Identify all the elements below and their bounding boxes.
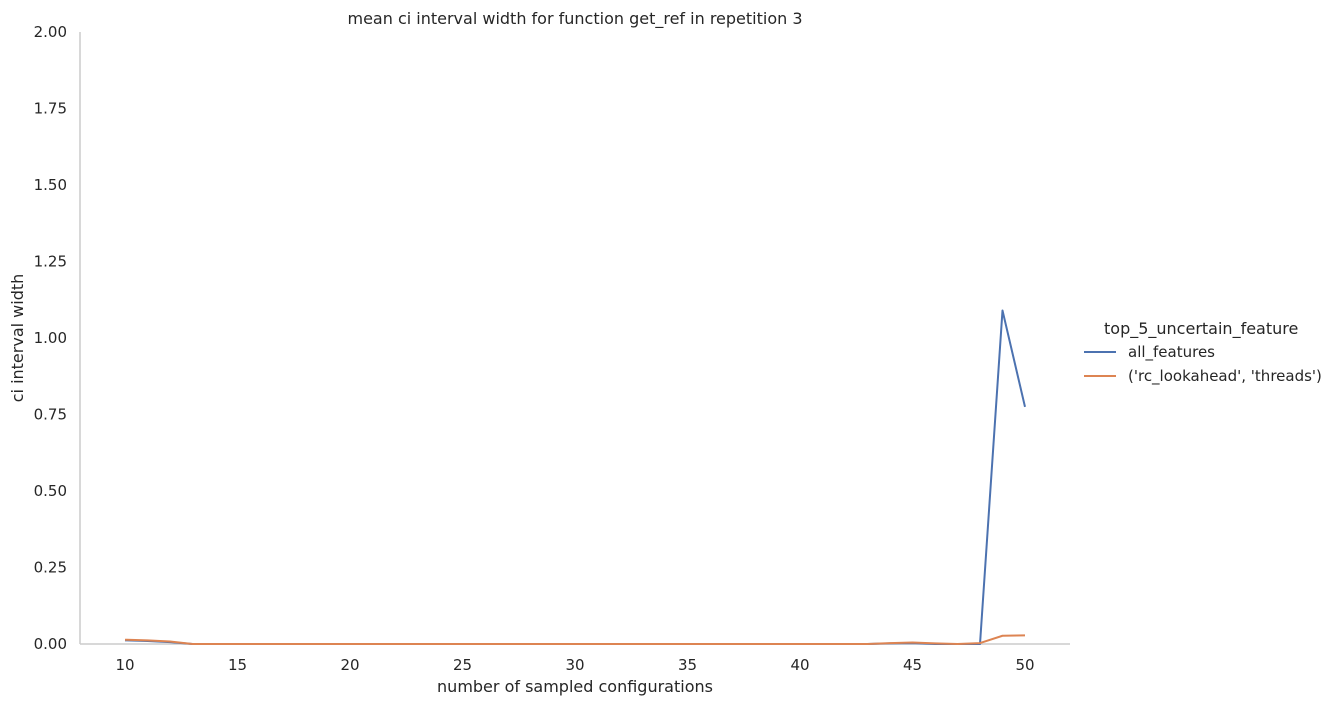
series-lines [124, 309, 1026, 645]
x-tick-label: 10 [115, 656, 134, 674]
x-tick-label: 20 [340, 656, 359, 674]
x-tick-label: 30 [565, 656, 584, 674]
y-tick-label: 2.00 [34, 23, 67, 41]
x-tick-label: 45 [903, 656, 922, 674]
legend-items: all_features ('rc_lookahead', 'threads') [1084, 343, 1322, 386]
x-tick-labels: 10 15 20 25 30 35 40 45 50 [115, 656, 1034, 674]
y-tick-label: 1.50 [34, 176, 67, 194]
legend-label-0: all_features [1128, 343, 1215, 362]
y-tick-label: 1.00 [34, 329, 67, 347]
y-tick-label: 0.25 [34, 559, 67, 577]
chart-title: mean ci interval width for function get_… [347, 9, 802, 29]
legend: top_5_uncertain_feature all_features ('rc… [1084, 319, 1322, 386]
y-axis-title: ci interval width [8, 274, 27, 403]
x-tick-label: 25 [453, 656, 472, 674]
x-axis-title: number of sampled configurations [437, 677, 713, 696]
x-tick-label: 50 [1015, 656, 1034, 674]
y-tick-label: 1.25 [34, 253, 67, 271]
y-tick-labels: 0.00 0.25 0.50 0.75 1.00 1.25 1.50 1.75 2.00 [34, 23, 67, 653]
x-tick-label: 15 [228, 656, 247, 674]
y-tick-label: 0.50 [34, 482, 67, 500]
x-tick-label: 35 [678, 656, 697, 674]
y-tick-label: 0.00 [34, 635, 67, 653]
y-tick-label: 0.75 [34, 406, 67, 424]
series-line-1 [124, 634, 1026, 645]
legend-title: top_5_uncertain_feature [1104, 319, 1298, 339]
x-tick-label: 40 [790, 656, 809, 674]
series-line-0 [124, 309, 1026, 645]
y-tick-label: 1.75 [34, 100, 67, 118]
legend-label-1: ('rc_lookahead', 'threads') [1128, 367, 1322, 386]
